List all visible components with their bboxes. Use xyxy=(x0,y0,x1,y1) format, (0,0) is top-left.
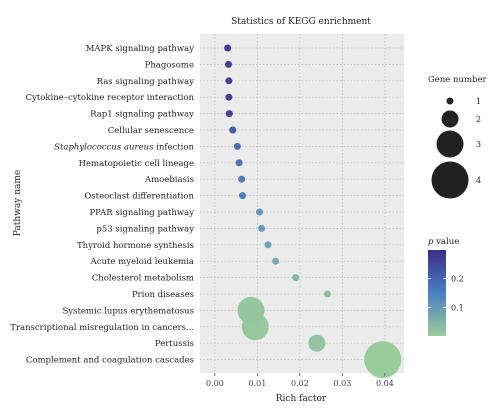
x-tick-label: 0.02 xyxy=(291,379,309,388)
pathway-label: Rap1 signaling pathway xyxy=(90,110,194,120)
pathway-labels: MAPK signaling pathway Phagosome Ras signa… xyxy=(10,44,194,366)
data-point xyxy=(364,341,402,379)
gene-number-legend-label: 3 xyxy=(476,140,481,149)
gene-number-legend-title: Gene number xyxy=(428,75,488,85)
pathway-label: Thyroid hormone synthesis xyxy=(77,241,194,251)
pathway-label: Staphylococcus aureus infection xyxy=(54,142,194,152)
pathway-label: Prion diseases xyxy=(132,290,194,300)
pathway-label: Systemic lupus erythematosus xyxy=(62,306,194,316)
data-points xyxy=(224,44,402,379)
data-point xyxy=(292,274,300,282)
p-value-tick-label: 0.2 xyxy=(451,275,464,284)
pathway-label: PPAR signaling pathway xyxy=(89,208,194,218)
data-point xyxy=(238,175,246,183)
pathway-label: Osteoclast differentiation xyxy=(84,192,194,202)
pathway-label: Cholesterol metabolism xyxy=(92,274,194,284)
gene-number-legend-dot xyxy=(446,97,454,105)
y-axis-title: Pathway name xyxy=(13,170,23,236)
data-point xyxy=(272,257,280,265)
p-value-colorbar xyxy=(428,250,446,336)
data-point xyxy=(224,44,232,52)
pathway-label: Ras signaling pathway xyxy=(97,77,195,87)
data-point xyxy=(256,208,263,216)
x-tick-label: 0.03 xyxy=(333,379,351,388)
pathway-label: Cellular senescence xyxy=(108,126,194,136)
grid-lines xyxy=(200,34,404,373)
pathway-label: Acute myeloid leukemia xyxy=(90,257,194,267)
data-point xyxy=(235,159,243,167)
gene-number-legend-label: 1 xyxy=(476,97,481,106)
pathway-label: Amoebiasis xyxy=(144,175,194,185)
data-point xyxy=(233,142,241,150)
data-point xyxy=(224,60,232,68)
pathway-label: Complement and coagulation cascades xyxy=(26,356,194,366)
p-value-tick-label: 0.1 xyxy=(451,303,464,312)
x-axis-title: Rich factor xyxy=(276,394,327,404)
pathway-label: Pertussis xyxy=(155,339,194,349)
x-axis-ticks: 0.00 0.01 0.02 0.03 0.04 xyxy=(206,373,394,388)
data-point xyxy=(264,241,272,249)
gene-number-legend-dot xyxy=(436,130,464,158)
data-point xyxy=(225,110,233,118)
x-tick-label: 0.01 xyxy=(248,379,266,388)
gene-number-legend: Gene number 1 2 3 4 xyxy=(428,75,488,199)
data-point xyxy=(308,334,326,352)
data-point xyxy=(229,126,237,134)
data-point xyxy=(239,192,246,200)
gene-number-legend-label: 4 xyxy=(476,176,481,185)
x-tick-label: 0.00 xyxy=(206,379,224,388)
pathway-label: Hematopoietic cell lineage xyxy=(79,159,194,169)
data-point xyxy=(225,93,233,101)
gene-number-legend-dot xyxy=(441,110,459,128)
p-value-legend: p value 0.2 0.1 xyxy=(428,237,464,336)
pathway-label: Phagosome xyxy=(145,60,194,70)
pathway-label: p53 signaling pathway xyxy=(96,224,194,234)
data-point xyxy=(324,290,331,298)
data-point xyxy=(241,313,269,341)
chart-title: Statistics of KEGG enrichment xyxy=(231,17,371,27)
pathway-label: Cytokine–cytokine receptor interaction xyxy=(25,93,194,103)
x-tick-label: 0.04 xyxy=(376,379,394,388)
plot-panel xyxy=(200,34,404,373)
data-point xyxy=(225,77,233,85)
data-point xyxy=(258,224,266,232)
pathway-label: MAPK signaling pathway xyxy=(86,44,194,54)
pathway-label: Transcriptional misregulation in cancers… xyxy=(10,323,194,333)
gene-number-legend-dot xyxy=(431,161,469,199)
p-value-legend-title: p value xyxy=(428,237,459,247)
gene-number-legend-label: 2 xyxy=(476,115,481,124)
